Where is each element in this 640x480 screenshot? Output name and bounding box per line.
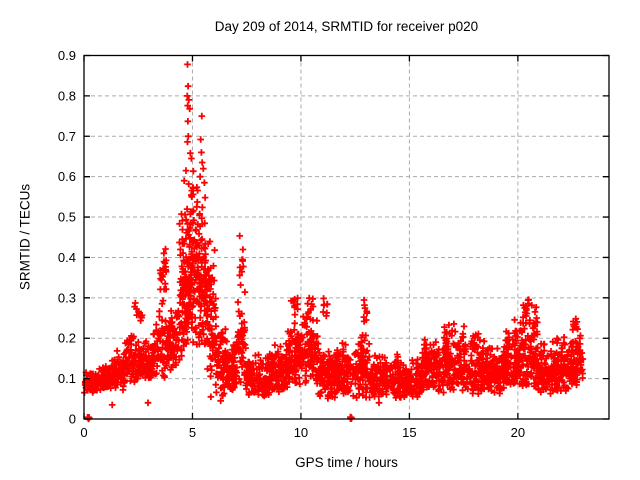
y-tick-label: 0.4 [58,250,76,265]
x-axis-title: GPS time / hours [295,455,398,470]
y-tick-label: 0.6 [58,169,76,184]
scatter-points [81,61,587,423]
y-tick-label: 0.7 [58,129,76,144]
x-tick-label: 0 [80,425,87,440]
y-tick-label: 0.9 [58,48,76,63]
x-tick-label: 20 [511,425,525,440]
x-tick-label: 5 [189,425,196,440]
y-tick-label: 0 [69,412,76,427]
chart-title: Day 209 of 2014, SRMTID for receiver p02… [214,19,479,34]
y-tick-label: 0.5 [58,210,76,225]
y-tick-label: 0.8 [58,88,76,103]
plot-frame [83,54,610,420]
x-tick-label: 10 [294,425,308,440]
x-tick-label: 15 [402,425,416,440]
y-tick-label: 0.2 [58,331,76,346]
y-tick-label: 0.1 [58,371,76,386]
y-tick-label: 0.3 [58,290,76,305]
